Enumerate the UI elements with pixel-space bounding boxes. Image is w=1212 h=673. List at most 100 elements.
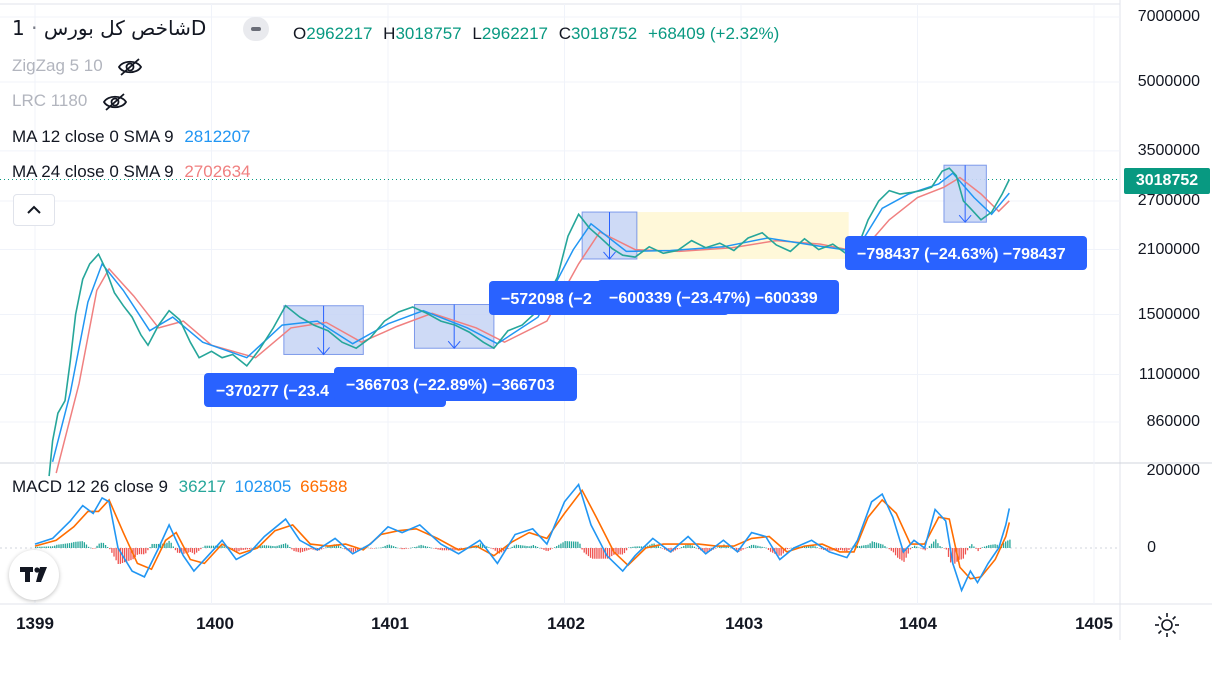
macd-histogram-bar (1005, 541, 1007, 548)
macd-histogram-bar (884, 546, 886, 548)
macd-histogram-bar (312, 548, 314, 550)
macd-histogram-bar (107, 547, 109, 548)
measure-label-box[interactable] (597, 280, 839, 314)
macd-histogram-bar (511, 546, 513, 548)
macd-histogram-bar (198, 548, 200, 551)
macd-histogram-bar (191, 548, 194, 553)
macd-histogram-bar (854, 544, 856, 548)
macd-histogram-bar (918, 547, 920, 549)
macd-histogram-bar (437, 548, 439, 550)
ma12-legend[interactable]: MA 12 close 0 SMA 9 2812207 (12, 127, 251, 147)
macd-histogram-bar (513, 545, 515, 548)
macd-histogram-bar (628, 547, 630, 549)
macd-histogram-bar (729, 547, 732, 549)
macd-histogram-bar (208, 545, 210, 548)
macd-histogram-bar (149, 547, 151, 548)
sun-icon[interactable] (1154, 612, 1180, 638)
macd-histogram-bar (295, 548, 297, 552)
macd-histogram-bar (916, 546, 918, 548)
x-tick-label: 1404 (899, 614, 937, 633)
macd-histogram-bar (943, 548, 945, 549)
macd-histogram-bar (422, 545, 424, 548)
macd-histogram-bar (206, 545, 208, 548)
macd-histogram-bar (702, 548, 704, 552)
macd-histogram-bar (757, 545, 759, 548)
macd-histogram-bar (615, 548, 617, 555)
macd-histogram-bar (240, 548, 242, 551)
collapse-legend-button[interactable] (13, 194, 55, 226)
macd-histogram-bar (600, 548, 602, 559)
macd-histogram-bar (143, 548, 145, 555)
last-price-tag: 3018752 (1124, 168, 1210, 194)
measure-label-box[interactable] (845, 236, 1087, 270)
minimize-icon[interactable] (243, 17, 269, 41)
macd-histogram-bar (558, 544, 560, 548)
measure-label: −600339 (−23.47%) −600339 (609, 290, 818, 307)
symbol-name: شاخص کل بورس (43, 16, 191, 40)
macd-histogram-bar (536, 546, 539, 548)
macd-histogram-bar (534, 545, 537, 548)
measure-arrowhead (958, 214, 972, 223)
tradingview-logo-icon[interactable] (9, 550, 59, 600)
interval-label[interactable]: 1D (12, 16, 207, 40)
macd-histogram-bar (284, 543, 287, 548)
macd-histogram-bar (236, 548, 238, 553)
macd-histogram-bar (170, 542, 172, 548)
macd-histogram-bar (172, 546, 174, 548)
macd-histogram-bar (337, 545, 340, 548)
macd-histogram-bar (439, 548, 441, 551)
macd-histogram-bar (886, 547, 888, 549)
macd-histogram-bar (719, 546, 721, 548)
ohlc-legend: O2962217 H3018757 L2962217 C3018752 +684… (293, 24, 785, 44)
macd-histogram-bar (551, 548, 554, 549)
macd-histogram-bar (520, 545, 522, 548)
zigzag-legend[interactable]: ZigZag 5 10 (12, 56, 143, 77)
macd-histogram-bar (1002, 542, 1005, 548)
macd-histogram-bar (335, 544, 338, 548)
macd-histogram-bar (810, 545, 812, 548)
macd-histogram-bar (187, 548, 189, 553)
macd-histogram-bar (109, 548, 111, 550)
macd-histogram-bar (789, 548, 791, 549)
macd-histogram-bar (212, 545, 215, 548)
macd-histogram-bar (579, 543, 581, 548)
measure-arrowhead (317, 347, 330, 356)
macd-histogram-bar (189, 548, 191, 553)
macd-legend[interactable]: MACD 12 26 close 9 36217 102805 66588 (12, 477, 347, 497)
macd-histogram-bar (589, 548, 592, 558)
macd-histogram-bar (697, 548, 700, 550)
ma12-line (51, 172, 1010, 462)
macd-histogram-bar (244, 548, 246, 550)
lrc-legend[interactable]: LRC 1180 (12, 91, 128, 112)
ma12-value: 2812207 (184, 127, 251, 146)
y-tick-label: 3500000 (1137, 142, 1200, 159)
macd-histogram-bar (87, 546, 90, 548)
macd-histogram-bar (454, 548, 456, 551)
macd-histogram-bar (115, 548, 117, 561)
macd-histogram-bar (873, 541, 876, 548)
macd-histogram-bar (979, 548, 981, 550)
y-tick-label: 7000000 (1137, 8, 1200, 25)
macd-histogram-bar (532, 544, 535, 548)
macd-histogram-bar (375, 547, 378, 549)
macd-histogram-bar (545, 548, 547, 551)
macd-histogram-bar (306, 548, 308, 551)
macd-histogram-bar (37, 546, 39, 548)
macd-histogram-bar (54, 545, 56, 548)
macd-histogram-bar (848, 548, 850, 551)
macd-histogram-bar (714, 548, 717, 549)
macd-histogram-bar (619, 548, 621, 555)
eye-off-icon[interactable] (102, 92, 128, 112)
ma24-legend[interactable]: MA 24 close 0 SMA 9 2702634 (12, 162, 251, 182)
macd-histogram-bar (251, 548, 253, 549)
macd-histogram-bar (77, 541, 79, 548)
macd-histogram-bar (384, 545, 386, 548)
y-tick-label: 1100000 (1138, 366, 1200, 383)
macd-histogram-bar (680, 547, 683, 548)
macd-histogram-bar (234, 548, 236, 552)
macd-histogram-bar (858, 546, 861, 548)
macd-histogram-bar (780, 548, 782, 556)
eye-off-icon[interactable] (117, 57, 143, 77)
measure-label-box[interactable] (334, 367, 577, 401)
